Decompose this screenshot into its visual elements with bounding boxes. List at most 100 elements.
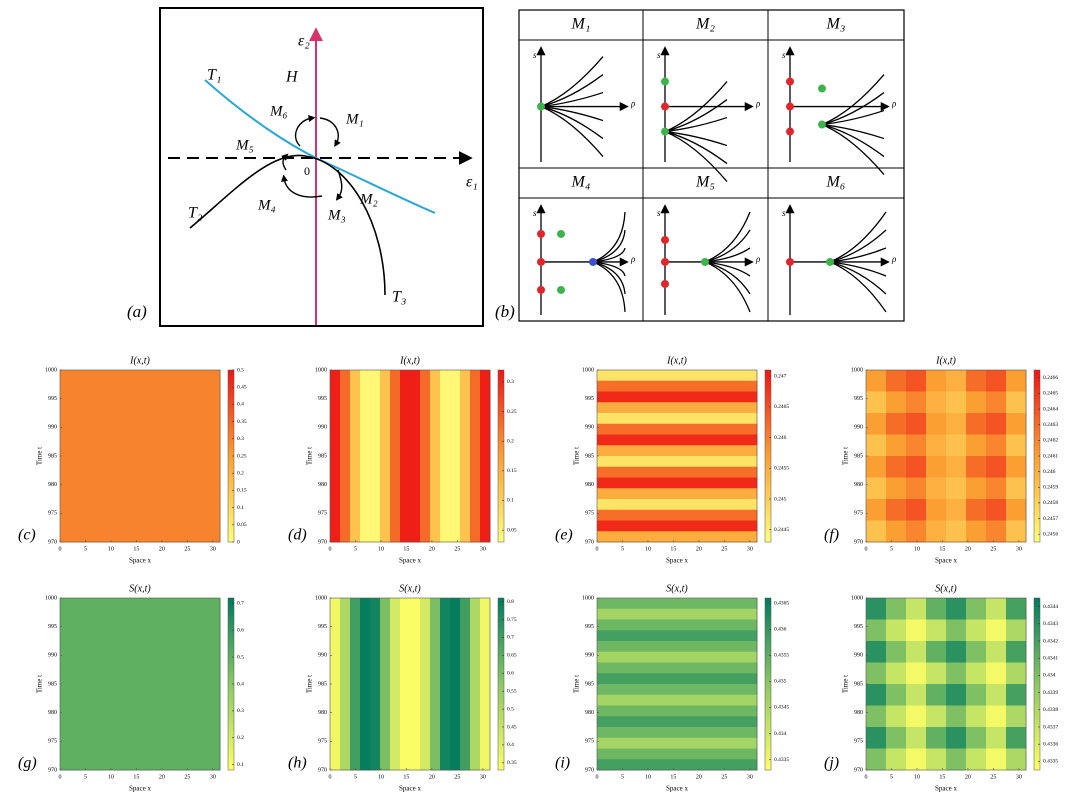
trajectory: [664, 130, 728, 165]
y-tick-label: 970: [585, 767, 594, 773]
heat-cell: [360, 370, 371, 543]
x-tick-label: 10: [914, 774, 920, 780]
heat-cell: [906, 748, 927, 771]
heat-cell: [597, 662, 758, 674]
y-tick-label: 995: [854, 396, 863, 402]
heat-cell: [886, 370, 907, 392]
axis-label: ε₂: [298, 33, 310, 50]
colorbar-tick-label: 0.65: [507, 653, 517, 659]
region-label: M₃: [327, 207, 346, 223]
heat-cell: [986, 499, 1007, 521]
cell-title: M₆: [826, 174, 846, 191]
heat-cell: [906, 641, 927, 663]
heat-cell: [597, 598, 758, 610]
colorbar-tick-label: 0.4335: [1043, 759, 1058, 765]
x-tick-label: 15: [939, 774, 945, 780]
x-tick-label: 30: [1016, 546, 1022, 552]
heat-cell: [866, 434, 887, 457]
x-tick-label: 0: [865, 774, 868, 780]
equilibrium: [826, 257, 834, 266]
curve-label: T₁: [207, 67, 221, 84]
colorbar-tick-label: 0.7: [237, 601, 244, 607]
heat-cell: [966, 684, 987, 706]
heat-cell: [926, 499, 947, 521]
heat-cell: [470, 370, 481, 543]
heat-cell: [986, 748, 1007, 771]
heat-cell: [966, 748, 987, 771]
axis-label: s: [533, 208, 537, 218]
panel-label: (h): [288, 755, 307, 772]
heat-cell: [866, 477, 887, 500]
region-arrow: [281, 174, 323, 198]
heat-cell: [926, 434, 947, 457]
x-tick-label: 5: [84, 774, 87, 780]
heat-cell: [946, 748, 967, 771]
heat-cell: [906, 684, 927, 706]
y-tick-label: 975: [854, 739, 863, 745]
heat-cell: [966, 413, 987, 435]
curve-t2-t3: [189, 154, 386, 296]
y-tick-label: 1000: [582, 595, 594, 601]
heat-cell: [966, 434, 987, 457]
heat-cell: [906, 456, 927, 478]
heat-cell: [886, 684, 907, 706]
heat-cell: [946, 520, 967, 543]
heat-cell: [1006, 748, 1027, 771]
heat-cell: [886, 727, 907, 749]
trajectory: [829, 247, 887, 263]
heat-cell: [946, 684, 967, 706]
heat-cell: [597, 748, 758, 760]
trajectory: [829, 229, 887, 263]
heat-cell: [597, 705, 758, 717]
origin-label: 0: [304, 164, 310, 178]
trajectory: [540, 91, 604, 108]
heat-cell: [1006, 684, 1027, 706]
equilibrium: [661, 279, 669, 288]
x-tick-label: 15: [939, 546, 945, 552]
heat-cell: [946, 456, 967, 478]
colorbar-tick-label: 0.4365: [774, 600, 789, 606]
heat-cell: [597, 413, 758, 425]
axis-label: s: [657, 50, 661, 60]
colorbar-tick-label: 0.4338: [1043, 707, 1058, 713]
heat-cell: [966, 727, 987, 749]
x-tick-label: 5: [890, 774, 893, 780]
equilibrium: [661, 102, 669, 111]
plot-title: S(x,t): [935, 583, 957, 594]
x-tick-label: 0: [59, 546, 62, 552]
heat-cell: [597, 370, 758, 382]
heat-cell: [866, 641, 887, 663]
heat-cell: [986, 727, 1007, 749]
x-tick-label: 15: [133, 546, 139, 552]
heat-cell: [597, 716, 758, 728]
x-axis-label: Space x: [399, 785, 421, 793]
x-tick-label: 20: [429, 774, 435, 780]
heat-cell: [966, 641, 987, 663]
axis-label: ρ: [891, 254, 897, 264]
trajectory: [540, 105, 604, 157]
y-tick-label: 970: [585, 539, 594, 545]
x-tick-label: 30: [747, 546, 753, 552]
colorbar-tick-label: 0.247: [774, 373, 787, 379]
x-tick-label: 20: [696, 546, 702, 552]
y-tick-label: 985: [48, 681, 57, 687]
heat-cell: [886, 413, 907, 435]
y-tick-label: 990: [854, 425, 863, 431]
colorbar-tick-label: 0.3: [237, 436, 244, 442]
trajectory: [821, 109, 885, 126]
region-label: M₆: [269, 103, 288, 119]
heat-cell: [966, 456, 987, 478]
colorbar-tick-label: 0.1: [237, 505, 244, 511]
heat-cell: [597, 619, 758, 631]
heat-cell: [986, 370, 1007, 392]
x-tick-label: 30: [480, 774, 486, 780]
x-tick-label: 20: [429, 546, 435, 552]
heat-cell: [926, 662, 947, 685]
axis-label: s: [657, 208, 661, 218]
heat-cell: [440, 598, 451, 771]
colorbar-tick-label: 0.35: [507, 760, 517, 766]
trajectory: [592, 247, 626, 263]
heat-cell: [460, 598, 471, 771]
trajectory: [664, 116, 728, 133]
heat-cell: [1006, 456, 1027, 478]
